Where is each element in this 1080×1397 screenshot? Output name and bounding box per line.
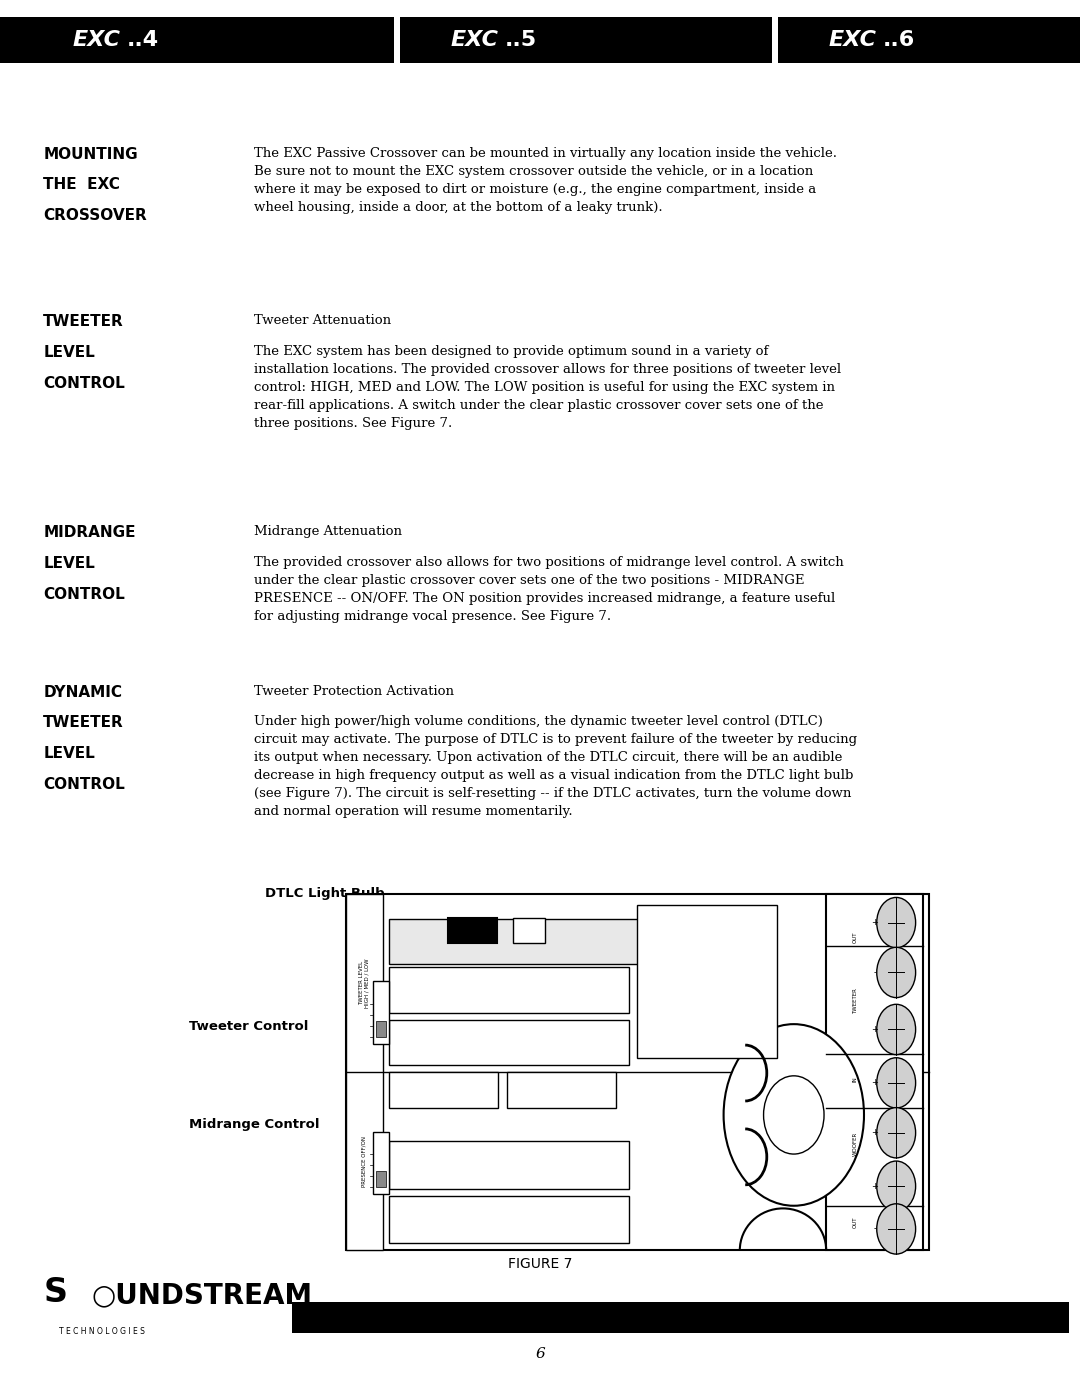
Circle shape [877,897,916,947]
Text: ..6: ..6 [882,29,915,50]
Text: ..4: ..4 [126,29,159,50]
Bar [0,17,27,63]
Circle shape [877,1058,916,1108]
Text: -: - [874,968,876,977]
Circle shape [877,1108,916,1158]
Text: EXC: EXC [451,29,499,50]
Text: Tweeter Attenuation: Tweeter Attenuation [254,314,391,327]
Circle shape [877,1161,916,1211]
Bar [507,1073,617,1108]
Text: +: + [872,1182,878,1190]
Circle shape [877,1204,916,1255]
Text: LEVEL: LEVEL [43,556,95,571]
Text: PRESENCE OFF/ON: PRESENCE OFF/ON [362,1136,367,1187]
Text: MOUNTING: MOUNTING [43,147,138,162]
Bar [513,918,545,943]
Text: EXC: EXC [829,29,877,50]
Bar [22,17,238,63]
Text: +: + [872,1129,878,1137]
Circle shape [724,1024,864,1206]
Text: TWEETER: TWEETER [43,715,124,731]
Text: +: + [872,1078,878,1087]
Text: TWEETER: TWEETER [853,988,858,1014]
Circle shape [764,1076,824,1154]
Text: S: S [43,1275,67,1309]
Text: +: + [872,918,878,928]
Bar [826,894,923,1250]
Bar [292,1302,1069,1333]
Bar [346,894,383,1250]
Text: 6: 6 [535,1347,545,1361]
Bar [238,17,394,63]
Bar [346,894,929,1250]
Bar [389,1141,630,1189]
Text: OUT: OUT [853,930,858,943]
Text: The provided crossover also allows for two positions of midrange level control. : The provided crossover also allows for t… [254,556,843,623]
Text: LEVEL: LEVEL [43,746,95,761]
Text: CONTROL: CONTROL [43,376,125,391]
Text: EXC: EXC [73,29,121,50]
Text: OUT: OUT [853,1215,858,1228]
Bar [994,17,1080,63]
Text: CROSSOVER: CROSSOVER [43,208,147,224]
Text: The EXC Passive Crossover can be mounted in virtually any location inside the ve: The EXC Passive Crossover can be mounted… [254,147,837,214]
Text: DYNAMIC: DYNAMIC [43,685,122,700]
Text: Tweeter Control: Tweeter Control [189,1020,309,1034]
Bar [778,17,994,63]
Bar [389,1073,498,1108]
Bar [376,1171,386,1187]
Bar [389,1020,630,1066]
Bar [400,17,616,63]
Text: The EXC system has been designed to provide optimum sound in a variety of
instal: The EXC system has been designed to prov… [254,345,841,430]
Bar [637,905,778,1059]
Text: WOOFER: WOOFER [853,1132,858,1155]
Bar [376,1020,386,1037]
Text: TWEETER: TWEETER [43,314,124,330]
Text: TWEETER LEVEL
HIGH / MED / LOW: TWEETER LEVEL HIGH / MED / LOW [359,958,369,1009]
Bar [373,1132,389,1194]
Circle shape [877,1004,916,1055]
Text: +: + [872,1025,878,1034]
Text: Midrange Attenuation: Midrange Attenuation [254,525,402,538]
Text: MIDRANGE: MIDRANGE [43,525,136,541]
Bar [448,918,497,943]
Text: Midrange Control: Midrange Control [189,1118,320,1132]
Circle shape [877,947,916,997]
Text: T E C H N O L O G I E S: T E C H N O L O G I E S [59,1327,146,1336]
Text: FIGURE 7: FIGURE 7 [508,1257,572,1271]
Text: ..5: ..5 [504,29,537,50]
Bar [389,967,630,1013]
Text: Under high power/high volume conditions, the dynamic tweeter level control (DTLC: Under high power/high volume conditions,… [254,715,856,819]
Bar [373,982,389,1045]
Text: CONTROL: CONTROL [43,777,125,792]
Text: LEVEL: LEVEL [43,345,95,360]
Text: THE  EXC: THE EXC [43,177,120,193]
Text: IN: IN [853,1077,858,1083]
Text: DTLC Light Bulb: DTLC Light Bulb [265,887,384,900]
Text: CONTROL: CONTROL [43,587,125,602]
Text: -: - [874,1224,876,1234]
Bar [616,17,772,63]
Bar [389,919,651,964]
Text: Tweeter Protection Activation: Tweeter Protection Activation [254,685,454,697]
Bar [389,1196,630,1243]
Text: ○UNDSTREAM: ○UNDSTREAM [92,1281,313,1309]
